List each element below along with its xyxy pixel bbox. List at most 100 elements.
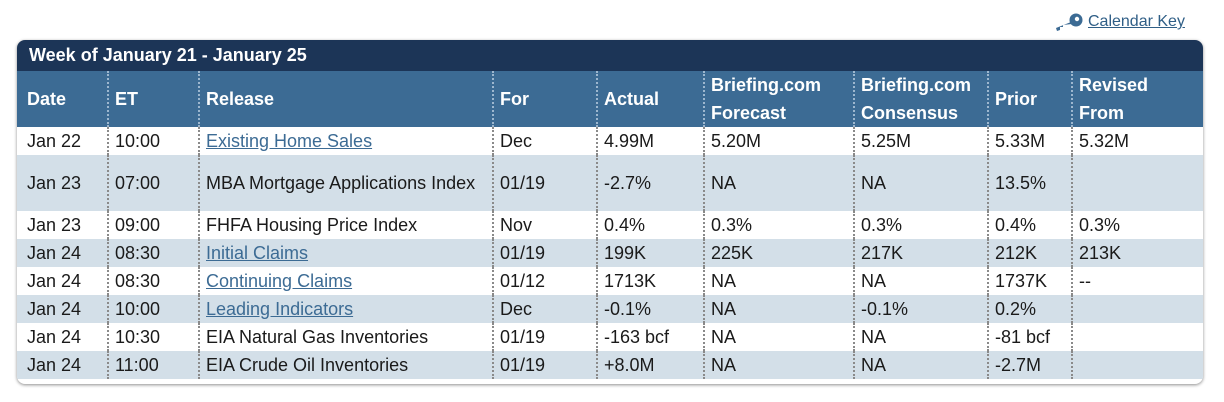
cell-for: 01/19 (492, 155, 597, 211)
cell-for: 01/19 (492, 323, 597, 351)
cell-for: 01/19 (492, 239, 597, 267)
cell-for: Dec (492, 127, 597, 155)
column-header-et: ET (107, 71, 199, 127)
cell-for: 01/19 (492, 351, 597, 379)
calendar-key-label: Calendar Key (1088, 13, 1185, 30)
cell-date: Jan 24 (17, 267, 108, 295)
cell-release: FHFA Housing Price Index (198, 211, 493, 239)
cell-prior: 0.4% (987, 211, 1072, 239)
cell-for: Dec (492, 295, 597, 323)
cell-revised: 0.3% (1071, 211, 1203, 239)
cell-release: Existing Home Sales (198, 127, 493, 155)
cell-revised (1071, 323, 1203, 351)
cell-release: Continuing Claims (198, 267, 493, 295)
table-row: Jan 24 10:30 EIA Natural Gas Inventories 01… (17, 323, 1203, 351)
cell-et: 07:00 (107, 155, 199, 211)
cell-prior: 212K (987, 239, 1072, 267)
release-link[interactable]: Leading Indicators (206, 299, 354, 319)
cell-actual: 199K (596, 239, 704, 267)
cell-release: MBA Mortgage Applications Index (198, 155, 493, 211)
column-header-for: For (492, 71, 597, 127)
column-header-revised: Revised From (1071, 71, 1203, 127)
cell-forecast: NA (703, 295, 854, 323)
cell-release: Initial Claims (198, 239, 493, 267)
cell-prior: -2.7M (987, 351, 1072, 379)
economic-calendar-table: Date ET Release For Actual Briefing.com Forec… (17, 71, 1203, 379)
week-title: Week of January 21 - January 25 (17, 40, 1203, 71)
cell-revised (1071, 155, 1203, 211)
cell-forecast: NA (703, 155, 854, 211)
column-header-release: Release (198, 71, 493, 127)
table-row: Jan 24 08:30 Initial Claims 01/19 199K 225K 21… (17, 239, 1203, 267)
column-header-date: Date (17, 71, 108, 127)
cell-consensus: 0.3% (853, 211, 988, 239)
cell-consensus: -0.1% (853, 295, 988, 323)
cell-consensus: 5.25M (853, 127, 988, 155)
cell-revised: 213K (1071, 239, 1203, 267)
cell-actual: 0.4% (596, 211, 704, 239)
cell-date: Jan 24 (17, 295, 108, 323)
cell-release: EIA Natural Gas Inventories (198, 323, 493, 351)
table-row: Jan 24 11:00 EIA Crude Oil Inventories 01/1… (17, 351, 1203, 379)
cell-et: 10:00 (107, 295, 199, 323)
key-icon (1052, 12, 1084, 32)
cell-prior: 0.2% (987, 295, 1072, 323)
cell-prior: 13.5% (987, 155, 1072, 211)
cell-prior: -81 bcf (987, 323, 1072, 351)
cell-release: EIA Crude Oil Inventories (198, 351, 493, 379)
cell-consensus: NA (853, 323, 988, 351)
release-link[interactable]: Existing Home Sales (206, 131, 373, 151)
cell-consensus: 217K (853, 239, 988, 267)
cell-date: Jan 24 (17, 351, 108, 379)
cell-actual: -163 bcf (596, 323, 704, 351)
cell-date: Jan 24 (17, 323, 108, 351)
table-header-row: Date ET Release For Actual Briefing.com Forec… (17, 71, 1203, 127)
cell-et: 10:30 (107, 323, 199, 351)
cell-date: Jan 22 (17, 127, 108, 155)
cell-revised (1071, 351, 1203, 379)
cell-forecast: NA (703, 267, 854, 295)
table-row: Jan 24 10:00 Leading Indicators Dec -0.1% NA -… (17, 295, 1203, 323)
cell-et: 08:30 (107, 267, 199, 295)
table-row: Jan 24 08:30 Continuing Claims 01/12 1713K NA… (17, 267, 1203, 295)
cell-et: 08:30 (107, 239, 199, 267)
calendar-key-link[interactable]: Calendar Key (1052, 12, 1185, 32)
cell-actual: +8.0M (596, 351, 704, 379)
column-header-actual: Actual (596, 71, 704, 127)
cell-prior: 1737K (987, 267, 1072, 295)
release-link[interactable]: Initial Claims (206, 243, 309, 263)
cell-forecast: 5.20M (703, 127, 854, 155)
cell-revised: -- (1071, 267, 1203, 295)
column-header-consensus: Briefing.com Consensus (853, 71, 988, 127)
release-link[interactable]: Continuing Claims (206, 271, 353, 291)
cell-et: 09:00 (107, 211, 199, 239)
table-row: Jan 23 07:00 MBA Mortgage Applications Ind… (17, 155, 1203, 211)
column-header-forecast: Briefing.com Forecast (703, 71, 854, 127)
cell-forecast: 0.3% (703, 211, 854, 239)
cell-actual: 1713K (596, 267, 704, 295)
cell-for: 01/12 (492, 267, 597, 295)
cell-actual: -0.1% (596, 295, 704, 323)
cell-date: Jan 24 (17, 239, 108, 267)
cell-release: Leading Indicators (198, 295, 493, 323)
cell-et: 11:00 (107, 351, 199, 379)
cell-date: Jan 23 (17, 211, 108, 239)
cell-prior: 5.33M (987, 127, 1072, 155)
cell-forecast: NA (703, 323, 854, 351)
table-row: Jan 23 09:00 FHFA Housing Price Index Nov 0.… (17, 211, 1203, 239)
cell-revised: 5.32M (1071, 127, 1203, 155)
table-row: Jan 22 10:00 Existing Home Sales Dec 4.99M 5.… (17, 127, 1203, 155)
cell-date: Jan 23 (17, 155, 108, 211)
cell-actual: -2.7% (596, 155, 704, 211)
cell-revised (1071, 295, 1203, 323)
cell-forecast: NA (703, 351, 854, 379)
column-header-prior: Prior (987, 71, 1072, 127)
cell-consensus: NA (853, 351, 988, 379)
cell-forecast: 225K (703, 239, 854, 267)
cell-consensus: NA (853, 267, 988, 295)
cell-for: Nov (492, 211, 597, 239)
cell-actual: 4.99M (596, 127, 704, 155)
cell-consensus: NA (853, 155, 988, 211)
economic-calendar-panel: Week of January 21 - January 25 Date ET Re… (17, 40, 1203, 384)
cell-et: 10:00 (107, 127, 199, 155)
